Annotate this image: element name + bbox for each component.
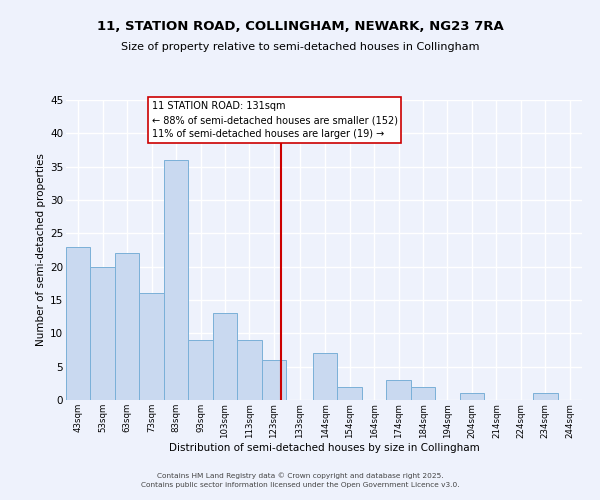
X-axis label: Distribution of semi-detached houses by size in Collingham: Distribution of semi-detached houses by … (169, 443, 479, 453)
Text: Contains HM Land Registry data © Crown copyright and database right 2025.
Contai: Contains HM Land Registry data © Crown c… (140, 472, 460, 488)
Bar (411, 386, 435, 400)
Bar (386, 380, 411, 400)
Bar (115, 254, 139, 400)
Text: Size of property relative to semi-detached houses in Collingham: Size of property relative to semi-detach… (121, 42, 479, 52)
Text: 11, STATION ROAD, COLLINGHAM, NEWARK, NG23 7RA: 11, STATION ROAD, COLLINGHAM, NEWARK, NG… (97, 20, 503, 33)
Bar (188, 340, 213, 400)
Bar (533, 394, 557, 400)
Bar (91, 266, 115, 400)
Bar (139, 294, 164, 400)
Bar (460, 394, 484, 400)
Bar (262, 360, 286, 400)
Bar (213, 314, 237, 400)
Bar (313, 354, 337, 400)
Y-axis label: Number of semi-detached properties: Number of semi-detached properties (36, 154, 46, 346)
Bar (164, 160, 188, 400)
Text: 11 STATION ROAD: 131sqm
← 88% of semi-detached houses are smaller (152)
11% of s: 11 STATION ROAD: 131sqm ← 88% of semi-de… (152, 102, 398, 140)
Bar (237, 340, 262, 400)
Bar (337, 386, 362, 400)
Bar (66, 246, 91, 400)
